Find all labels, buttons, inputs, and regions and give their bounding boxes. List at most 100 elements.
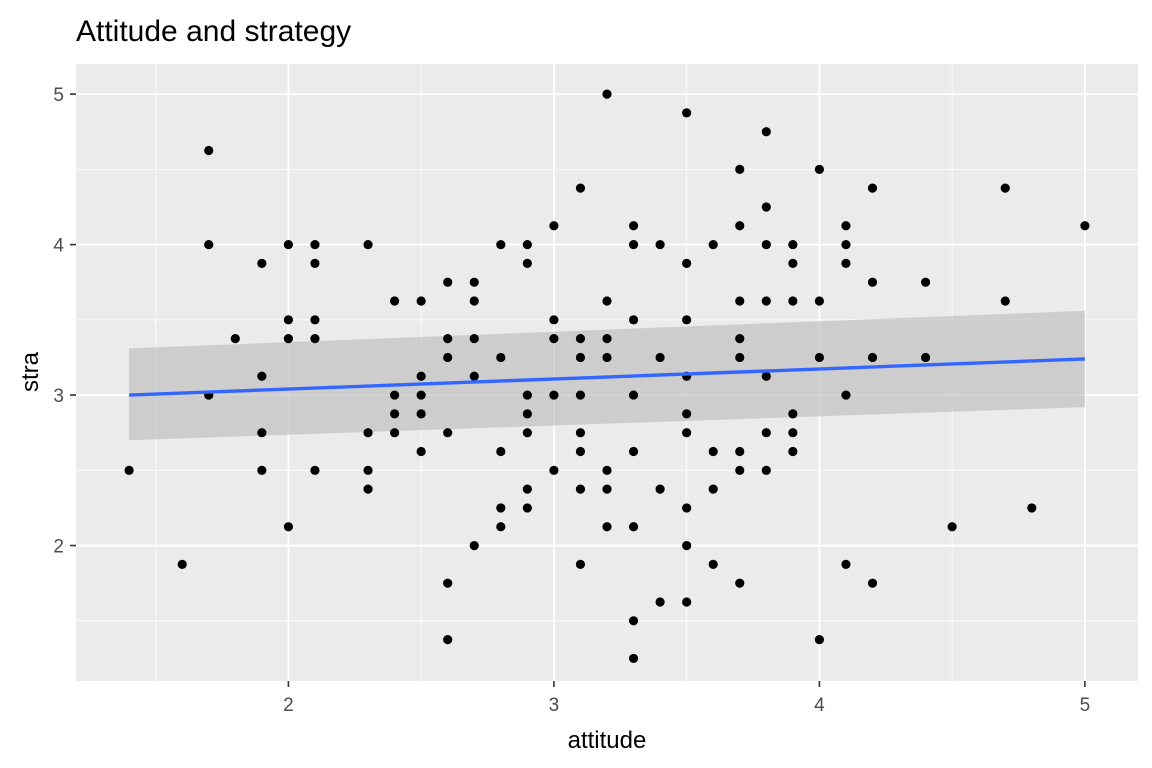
data-point bbox=[390, 296, 400, 306]
data-point bbox=[735, 221, 745, 231]
data-point bbox=[443, 428, 453, 438]
data-point bbox=[788, 239, 798, 250]
data-point bbox=[522, 484, 532, 494]
data-point bbox=[522, 258, 532, 268]
data-point bbox=[124, 465, 134, 475]
data-point bbox=[788, 258, 798, 268]
data-point bbox=[257, 258, 267, 268]
data-point bbox=[283, 334, 293, 344]
x-tick-label: 3 bbox=[549, 695, 560, 716]
data-point bbox=[628, 522, 639, 532]
data-point bbox=[655, 597, 665, 607]
data-point bbox=[602, 89, 612, 99]
data-point bbox=[628, 221, 639, 231]
data-point bbox=[310, 315, 320, 325]
x-tick-label: 4 bbox=[814, 695, 825, 716]
data-point bbox=[522, 239, 532, 250]
data-point bbox=[788, 409, 798, 419]
data-point bbox=[761, 127, 771, 137]
data-point bbox=[177, 559, 187, 569]
data-point bbox=[363, 428, 373, 438]
data-point bbox=[257, 371, 267, 381]
data-point bbox=[549, 221, 559, 231]
data-point bbox=[841, 390, 851, 400]
data-point bbox=[522, 503, 532, 513]
data-point bbox=[310, 334, 320, 344]
data-point bbox=[628, 616, 639, 626]
data-point bbox=[761, 296, 771, 306]
data-point bbox=[469, 277, 479, 287]
data-point bbox=[416, 371, 426, 381]
data-point bbox=[469, 371, 479, 381]
data-point bbox=[283, 522, 293, 532]
data-point bbox=[310, 239, 320, 250]
data-point bbox=[283, 315, 293, 325]
data-point bbox=[682, 503, 692, 513]
data-point bbox=[257, 428, 267, 438]
data-point bbox=[1000, 296, 1010, 306]
data-point bbox=[788, 428, 798, 438]
data-point bbox=[522, 409, 532, 419]
data-point bbox=[708, 559, 718, 569]
data-point bbox=[310, 258, 320, 268]
data-point bbox=[628, 446, 639, 457]
data-point bbox=[867, 183, 878, 193]
data-point bbox=[761, 428, 771, 438]
chart-title: Attitude and strategy bbox=[76, 15, 351, 48]
data-point bbox=[708, 239, 718, 250]
data-point bbox=[549, 390, 559, 400]
data-point bbox=[735, 164, 745, 174]
data-point bbox=[867, 277, 878, 287]
data-point bbox=[549, 315, 559, 325]
data-point bbox=[575, 446, 586, 457]
data-point bbox=[496, 446, 506, 457]
data-point bbox=[1080, 221, 1090, 231]
data-point bbox=[921, 352, 931, 363]
data-point bbox=[390, 409, 400, 419]
data-point bbox=[390, 428, 400, 438]
data-point bbox=[283, 239, 293, 250]
y-axis-ticks: 2 3 4 5 bbox=[53, 85, 76, 558]
data-point bbox=[549, 334, 559, 344]
data-point bbox=[814, 352, 825, 363]
data-point bbox=[682, 597, 692, 607]
data-point bbox=[814, 164, 825, 174]
data-point bbox=[443, 334, 453, 344]
data-point bbox=[469, 540, 479, 551]
data-point bbox=[735, 578, 745, 588]
data-point bbox=[1027, 503, 1037, 513]
regression-line bbox=[129, 357, 1085, 397]
data-point bbox=[575, 352, 586, 363]
data-point bbox=[708, 446, 718, 457]
data-point bbox=[682, 258, 692, 268]
data-point bbox=[867, 578, 878, 588]
data-points bbox=[124, 89, 1090, 664]
data-point bbox=[443, 352, 453, 363]
data-point bbox=[682, 315, 692, 325]
data-point bbox=[363, 465, 373, 475]
data-point bbox=[602, 522, 612, 532]
data-point bbox=[682, 428, 692, 438]
data-point bbox=[443, 578, 453, 588]
data-point bbox=[735, 334, 745, 344]
data-point bbox=[575, 428, 586, 438]
data-point bbox=[841, 559, 851, 569]
data-point bbox=[443, 635, 453, 645]
data-point bbox=[390, 390, 400, 400]
data-point bbox=[735, 446, 745, 457]
data-point bbox=[841, 221, 851, 231]
data-point bbox=[655, 484, 665, 494]
x-axis-title: attitude bbox=[568, 727, 647, 754]
data-point bbox=[628, 390, 639, 400]
data-point bbox=[204, 239, 214, 250]
data-point bbox=[1000, 183, 1010, 193]
data-point bbox=[602, 334, 612, 344]
data-point bbox=[735, 352, 745, 363]
data-point bbox=[416, 409, 426, 419]
data-point bbox=[788, 296, 798, 306]
data-point bbox=[788, 446, 798, 457]
data-point bbox=[628, 239, 639, 250]
data-point bbox=[416, 446, 426, 457]
data-point bbox=[496, 352, 506, 363]
data-point bbox=[469, 334, 479, 344]
